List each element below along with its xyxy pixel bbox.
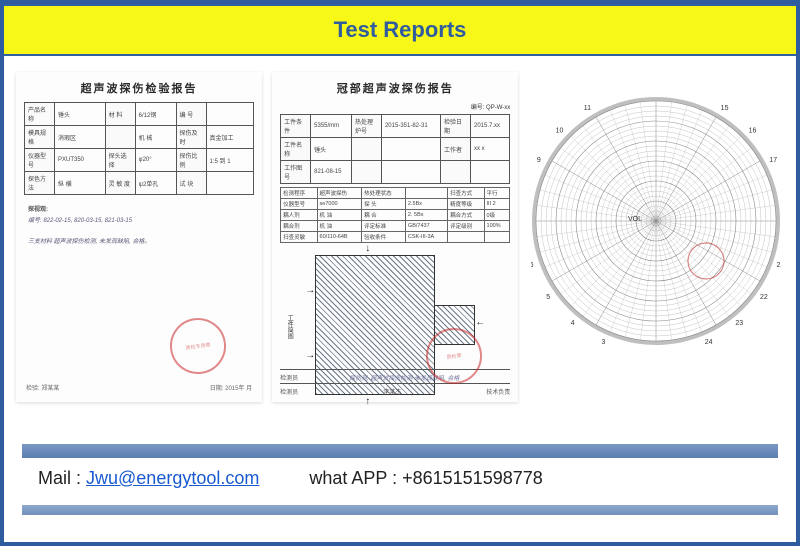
arrow-icon: ←	[475, 317, 485, 328]
stamp-icon: 质检专用章	[167, 314, 230, 377]
divider-bar	[22, 444, 778, 458]
arrow-icon: →	[305, 285, 315, 296]
drawing-side-label: 工件简图	[285, 315, 294, 339]
report-1-table: 产品名称锤头材 料6/12钢编 号模具规格消瑕区机 械探伤及时真金加工仪器型号P…	[24, 102, 254, 195]
report-1-title: 超声波探伤检验报告	[24, 80, 254, 96]
report-2-footer-2: 检测员 李某杰 技术负责	[280, 383, 510, 396]
report-2-title: 冠部超声波探伤报告	[280, 80, 510, 96]
report-3: 1314151617182021222324123456789101112VOL	[528, 72, 784, 402]
divider-bar-bottom	[22, 505, 778, 515]
reports-area: 超声波探伤检验报告 产品名称锤头材 料6/12钢编 号模具规格消瑕区机 械探伤及…	[4, 56, 796, 436]
svg-text:21: 21	[777, 262, 782, 269]
svg-text:14: 14	[688, 96, 696, 98]
report-2-param-table: 检测程序超声波探伤热处理状态扫查方式平行仪器型号se7000探 头2.5Bx精度…	[280, 187, 510, 243]
mail-block: Mail : Jwu@energytool.com	[38, 468, 259, 489]
header-band: Test Reports	[4, 4, 796, 56]
svg-text:23: 23	[736, 320, 744, 327]
svg-text:10: 10	[556, 127, 564, 134]
svg-text:4: 4	[571, 320, 575, 327]
report-1-notes: 探视观: 编号: 822-02-15, 820-03-15, 821-03-15…	[24, 205, 254, 247]
svg-text:VOL: VOL	[628, 216, 642, 223]
arrow-icon: ↓	[365, 243, 370, 254]
svg-text:6: 6	[531, 262, 534, 269]
footer: Mail : Jwu@energytool.com what APP : +86…	[4, 436, 796, 515]
svg-text:5: 5	[546, 293, 550, 300]
contact-row: Mail : Jwu@energytool.com what APP : +86…	[22, 468, 778, 489]
report-2-top-table: 工件条件5355/mm热处理炉号2015-351-82-31检验日期2015.7…	[280, 114, 510, 184]
notes-label: 探视观:	[28, 205, 254, 216]
report-1-signature: 检验: 郑某某 日期: 2015年 月	[26, 383, 252, 392]
polar-chart: 1314151617182021222324123456789101112VOL	[531, 96, 781, 346]
whatsapp-block: what APP : +8615151598778	[309, 468, 542, 489]
svg-text:17: 17	[769, 157, 777, 164]
whatsapp-number: +8615151598778	[402, 468, 543, 488]
report-2: 冠部超声波探伤报告 编号: QP-W-xx 工件条件5355/mm热处理炉号20…	[272, 72, 518, 402]
svg-text:16: 16	[749, 127, 757, 134]
mail-link[interactable]: Jwu@energytool.com	[86, 468, 259, 488]
report-2-subline: 编号: QP-W-xx	[280, 102, 510, 111]
note-line-1: 编号: 822-02-15, 820-03-15, 821-03-15	[28, 216, 254, 227]
svg-text:9: 9	[537, 157, 541, 164]
note-line-2: 三支材料 超声波探伤检测, 未发现缺陷, 合格。	[28, 237, 254, 248]
svg-text:3: 3	[602, 338, 606, 345]
report-1: 超声波探伤检验报告 产品名称锤头材 料6/12钢编 号模具规格消瑕区机 械探伤及…	[16, 72, 262, 402]
svg-text:12: 12	[617, 96, 625, 98]
svg-text:11: 11	[584, 105, 591, 112]
svg-text:15: 15	[721, 105, 729, 112]
mail-label: Mail :	[38, 468, 86, 488]
whatsapp-label: what APP :	[309, 468, 402, 488]
svg-text:22: 22	[760, 293, 768, 300]
arrow-icon: →	[305, 350, 315, 361]
svg-text:24: 24	[705, 338, 713, 345]
arrow-icon: ↑	[365, 396, 370, 407]
page-title: Test Reports	[334, 17, 467, 43]
